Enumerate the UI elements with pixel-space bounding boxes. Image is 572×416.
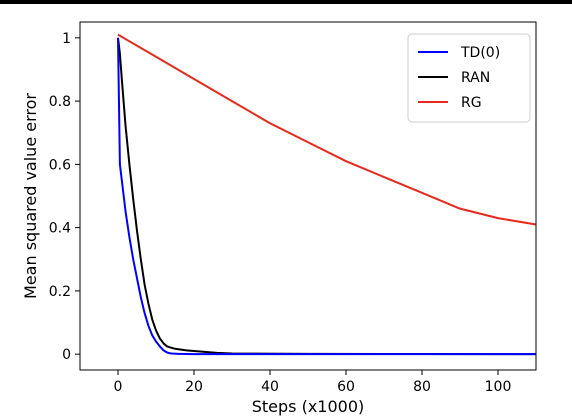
y-tick-label: 0 bbox=[62, 347, 71, 363]
x-tick-label: 0 bbox=[114, 379, 123, 395]
x-axis-label: Steps (x1000) bbox=[252, 397, 365, 416]
y-tick-label: 0.8 bbox=[49, 94, 71, 110]
x-tick-label: 100 bbox=[485, 379, 512, 395]
x-tick-label: 40 bbox=[261, 379, 279, 395]
y-axis-ticks: 0 0.2 0.4 0.6 0.8 1 bbox=[49, 31, 80, 363]
series-line bbox=[117, 37, 537, 356]
plot-lines bbox=[117, 33, 537, 356]
series-line bbox=[117, 37, 536, 356]
plot-frame bbox=[79, 21, 537, 371]
legend-label: RAN bbox=[461, 70, 490, 86]
y-tick-label: 1 bbox=[62, 31, 71, 47]
series-line bbox=[117, 33, 537, 226]
y-tick-label: 0.2 bbox=[49, 284, 71, 300]
x-tick-label: 80 bbox=[413, 379, 431, 395]
legend-label: RG bbox=[461, 95, 482, 111]
legend: TD(0) RAN RG bbox=[407, 33, 531, 123]
y-axis-label: Mean squared value error bbox=[21, 93, 40, 299]
x-tick-label: 60 bbox=[337, 379, 355, 395]
y-tick-label: 0.4 bbox=[49, 221, 71, 237]
y-tick-label: 0.6 bbox=[49, 157, 71, 173]
legend-box bbox=[407, 33, 531, 123]
legend-label: TD(0) bbox=[460, 45, 500, 61]
x-axis-ticks: 0 20 40 60 80 100 bbox=[114, 370, 512, 395]
top-border-rule bbox=[0, 0, 572, 4]
x-tick-label: 20 bbox=[185, 379, 203, 395]
